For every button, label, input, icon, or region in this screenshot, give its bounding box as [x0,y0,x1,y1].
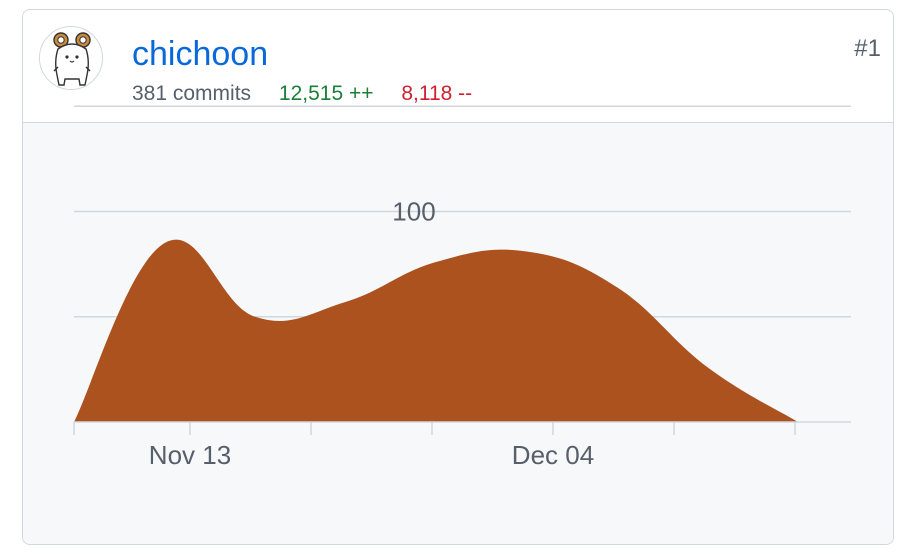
commit-count[interactable]: 381 commits [132,82,252,105]
contributor-header: chichoon 381 commits 12,515 ++ 8,118 -- … [23,10,893,123]
deletions-count: 8,118 -- [401,82,473,105]
contribution-chart: 100 Nov 13 Dec 04 [23,105,893,544]
avatar[interactable] [39,26,103,90]
contributor-stats: 381 commits 12,515 ++ 8,118 -- [132,81,494,107]
contribution-area [74,239,798,422]
contribution-chart-svg: 100 Nov 13 Dec 04 [73,105,851,470]
x-tick-label: Nov 13 [149,440,231,470]
hamster-avatar-icon [40,27,102,89]
additions-count: 12,515 ++ [278,82,374,105]
contributor-rank: #1 [854,35,881,62]
contributor-card: chichoon 381 commits 12,515 ++ 8,118 -- … [22,9,894,545]
x-tick-label: Dec 04 [512,440,594,470]
contributor-username-link[interactable]: chichoon [132,35,269,73]
y-tick-label: 100 [392,197,435,227]
